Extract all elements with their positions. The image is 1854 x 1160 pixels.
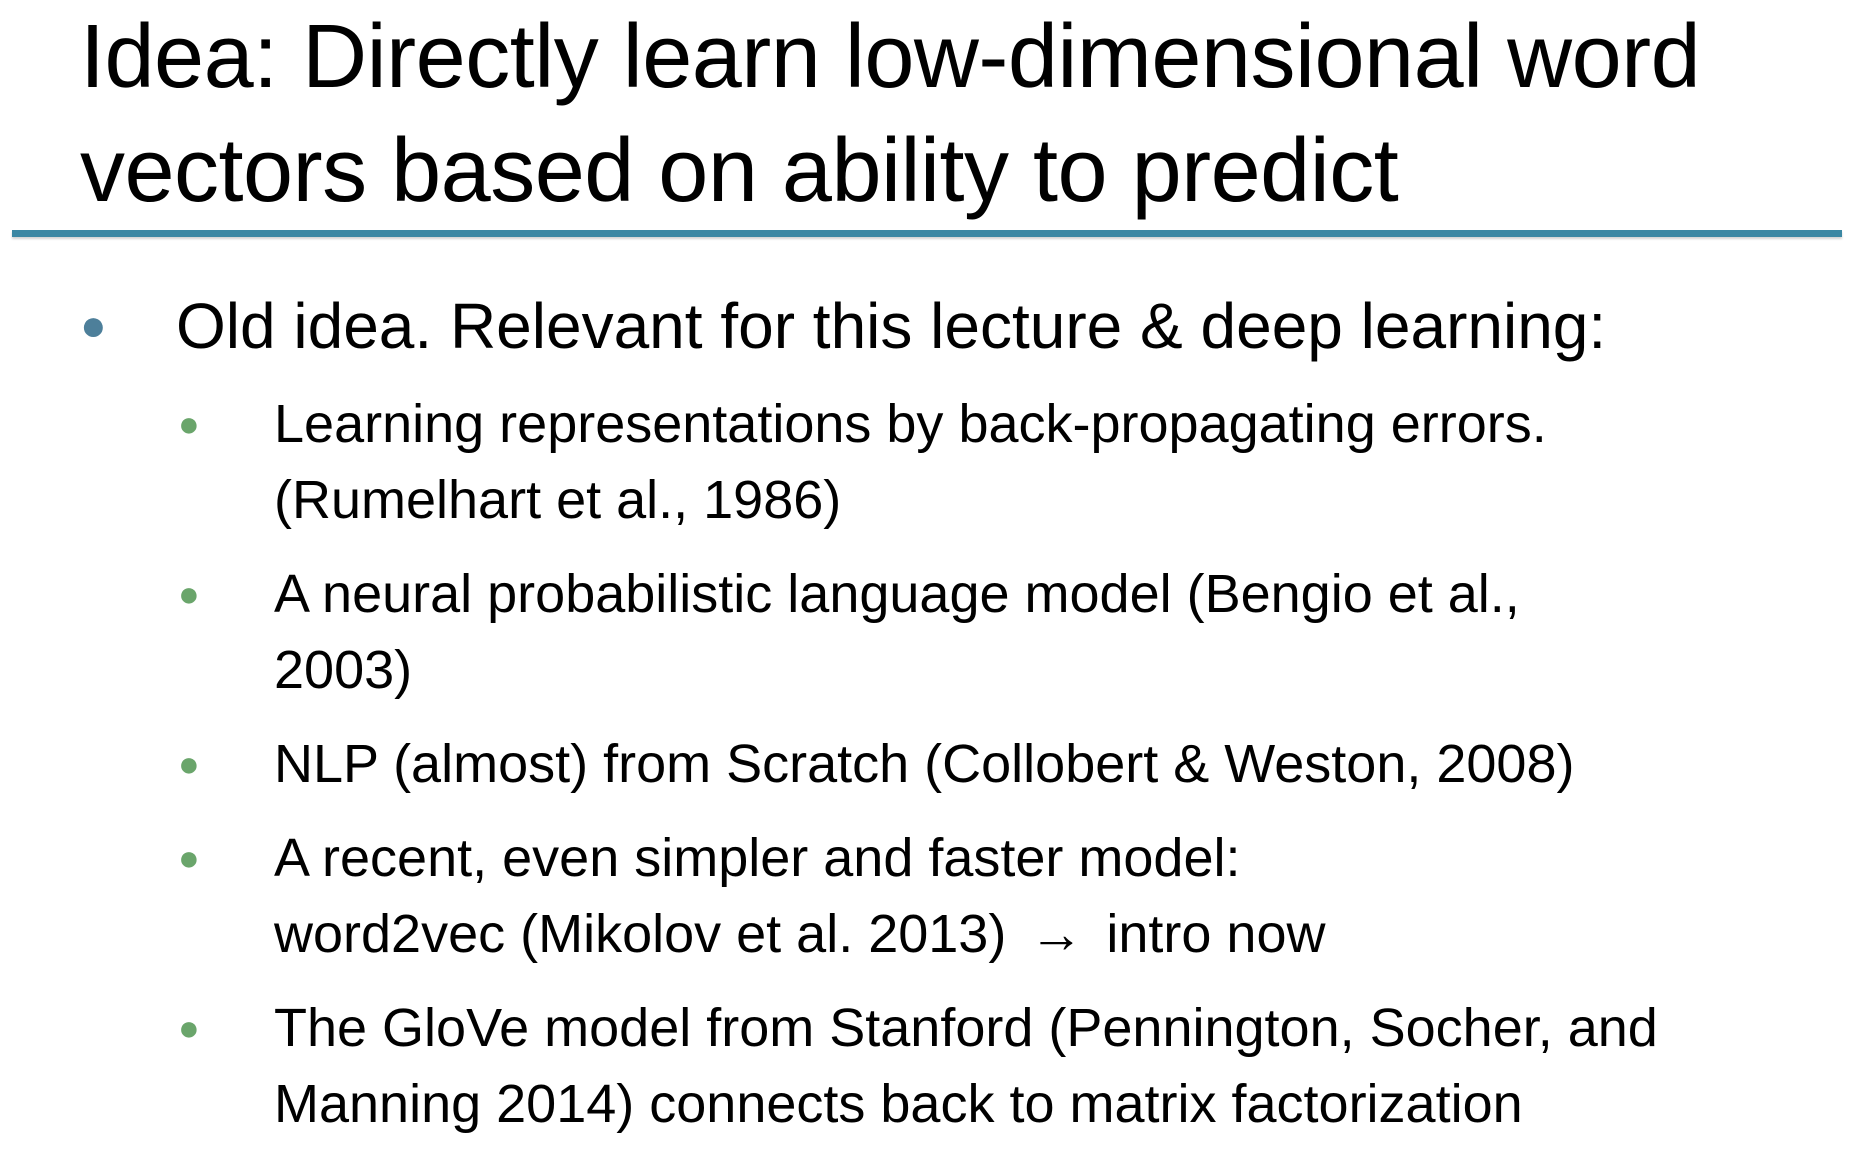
sub-bullet-text: NLP (almost) from Scratch (Collobert & W… bbox=[274, 726, 1798, 802]
right-arrow-icon: → bbox=[1029, 904, 1084, 964]
sub-bullet-rumelhart: ● Learning representations by back-propa… bbox=[178, 386, 1798, 538]
sub-bullet-text: A recent, even simpler and faster model:… bbox=[274, 820, 1798, 972]
bullet-dot-icon: ● bbox=[178, 743, 200, 784]
page-title: Idea: Directly learn low-dimensional wor… bbox=[80, 0, 1780, 228]
sub-bullet-text: The GloVe model from Stanford (Penningto… bbox=[274, 990, 1798, 1142]
sub-bullet-line-2b: intro now bbox=[1106, 904, 1326, 964]
sub-bullet-line-1: NLP (almost) from Scratch (Collobert & W… bbox=[274, 734, 1575, 794]
sub-bullet-line-1: Learning representations by back-propaga… bbox=[274, 394, 1547, 454]
sub-bullet-line-1: A neural probabilistic language model (B… bbox=[274, 564, 1520, 624]
bullet-dot-icon: ● bbox=[178, 573, 200, 614]
sub-bullet-word2vec: ● A recent, even simpler and faster mode… bbox=[178, 820, 1798, 972]
sub-bullet-list: ● Learning representations by back-propa… bbox=[178, 386, 1798, 1160]
bullet-dot-icon: ● bbox=[178, 837, 200, 878]
title-line-1: Idea: Directly learn low-dimensional wor… bbox=[80, 7, 1701, 107]
sub-bullet-text: Learning representations by back-propaga… bbox=[274, 386, 1798, 538]
sub-bullet-line-2: Manning 2014) connects back to matrix fa… bbox=[274, 1074, 1523, 1134]
sub-bullet-line-1: A recent, even simpler and faster model: bbox=[274, 828, 1241, 888]
sub-bullet-glove: ● The GloVe model from Stanford (Penning… bbox=[178, 990, 1798, 1142]
sub-bullet-bengio: ● A neural probabilistic language model … bbox=[178, 556, 1798, 708]
bullet-dot-icon: ● bbox=[178, 403, 200, 444]
title-divider bbox=[12, 230, 1842, 237]
main-bullet-text: Old idea. Relevant for this lecture & de… bbox=[176, 290, 1607, 362]
title-line-2: vectors based on ability to predict bbox=[80, 121, 1399, 221]
sub-bullet-line-2a: word2vec (Mikolov et al. 2013) bbox=[274, 904, 1007, 964]
bullet-dot-icon: ● bbox=[178, 1007, 200, 1048]
sub-bullet-line-2: 2003) bbox=[274, 640, 413, 700]
sub-bullet-text: A neural probabilistic language model (B… bbox=[274, 556, 1798, 708]
sub-bullet-line-1: The GloVe model from Stanford (Penningto… bbox=[274, 998, 1658, 1058]
sub-bullet-collobert: ● NLP (almost) from Scratch (Collobert &… bbox=[178, 726, 1798, 802]
sub-bullet-line-2: (Rumelhart et al., 1986) bbox=[274, 470, 842, 530]
bullet-dot-icon: ● bbox=[80, 301, 107, 350]
